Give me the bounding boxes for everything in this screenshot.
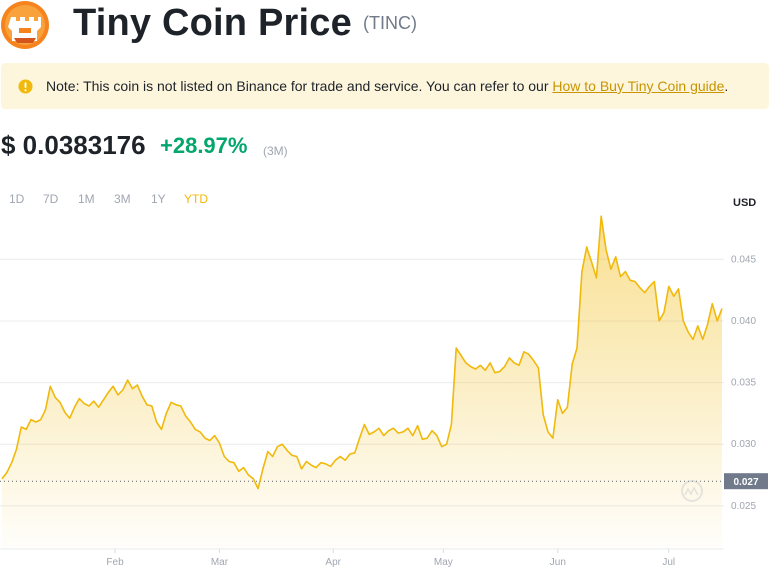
y-tick-label: 0.035 — [731, 378, 756, 389]
price-area-fill — [2, 216, 722, 549]
price-chart[interactable]: 0.025 0.030 0.035 0.040 0.045 Feb Mar Apr May Ju… — [0, 210, 783, 575]
x-tick-label: Jun — [550, 557, 566, 568]
price-line — [1, 215, 723, 490]
tab-3m[interactable]: 3M — [114, 192, 131, 206]
x-axis-ticks: Feb Mar Apr May Jun Jul — [106, 549, 675, 568]
price-change-percent: +28.97% — [160, 133, 248, 158]
coin-symbol: (TINC) — [363, 13, 417, 33]
listing-note-banner: Note: This coin is not listed on Binance… — [1, 63, 769, 109]
page-header: Tiny Coin Price (TINC) — [0, 0, 783, 52]
warning-circle-icon — [18, 79, 33, 94]
tab-1m[interactable]: 1M — [78, 192, 95, 206]
page-title: Tiny Coin Price — [73, 2, 352, 44]
note-text: Note: This coin is not listed on Binance… — [46, 78, 728, 94]
current-price: $ 0.0383176 — [1, 130, 146, 160]
x-tick-label: Mar — [211, 557, 229, 568]
reference-price-label: 0.027 — [733, 477, 758, 488]
y-tick-label: 0.040 — [731, 316, 756, 327]
y-axis-ticks: 0.025 0.030 0.035 0.040 0.045 — [731, 254, 756, 512]
reference-price-badge: 0.027 — [724, 473, 768, 490]
x-tick-label: Apr — [325, 557, 341, 568]
y-tick-label: 0.025 — [731, 501, 756, 512]
y-tick-label: 0.045 — [731, 254, 756, 265]
x-tick-label: May — [434, 557, 453, 568]
tiny-coin-logo-icon — [1, 1, 49, 49]
note-suffix: . — [724, 78, 729, 94]
how-to-buy-guide-link[interactable]: How to Buy Tiny Coin guide — [552, 78, 725, 94]
tab-7d[interactable]: 7D — [43, 192, 59, 206]
currency-unit-label: USD — [733, 197, 757, 209]
tab-ytd[interactable]: YTD — [184, 192, 208, 206]
note-message: Note: This coin is not listed on Binance… — [46, 78, 553, 94]
x-tick-label: Jul — [662, 557, 675, 568]
coinmarketcap-logo-icon — [681, 480, 703, 502]
y-tick-label: 0.030 — [731, 439, 756, 450]
change-period: (3M) — [263, 144, 288, 158]
tab-1y[interactable]: 1Y — [151, 192, 166, 206]
tab-1d[interactable]: 1D — [9, 192, 25, 206]
x-tick-label: Feb — [106, 557, 124, 568]
